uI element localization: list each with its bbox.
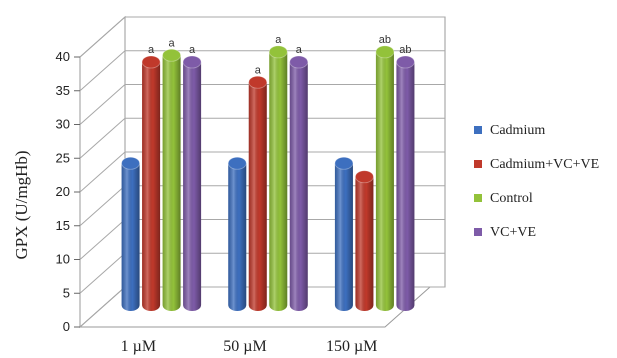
bar [227, 156, 247, 311]
legend-swatch [474, 228, 482, 236]
bar-top [375, 45, 395, 59]
bar [248, 75, 268, 311]
bar-shade [183, 62, 202, 311]
y-tick-label: 10 [56, 252, 70, 267]
bar-top [227, 156, 247, 170]
bar-shade [396, 62, 415, 311]
bar [141, 55, 161, 311]
bar [355, 170, 374, 311]
legend-label: Control [490, 191, 533, 206]
bar [289, 55, 309, 311]
bar [396, 55, 415, 311]
bar-top [289, 55, 309, 69]
bar-top [248, 75, 268, 89]
y-axis-ticks: 0 5 10 15 20 25 30 35 40 [56, 49, 70, 334]
legend-item: Cadmium [474, 123, 545, 138]
bar-shade [142, 62, 161, 311]
data-label: a [275, 34, 282, 46]
bar [268, 45, 288, 311]
y-tick-label: 30 [56, 117, 70, 132]
legend-swatch [474, 160, 482, 168]
y-tick-label: 5 [63, 285, 70, 300]
gridline [79, 16, 445, 58]
legend-label: Cadmium [490, 123, 545, 138]
legend-item: VC+VE [474, 225, 536, 240]
legend: Cadmium Cadmium+VC+VE Control VC+VE [474, 123, 599, 240]
bar-top [334, 156, 354, 170]
bar [121, 156, 140, 311]
bar-shade [121, 163, 140, 311]
gridline [79, 84, 445, 125]
bar-top [182, 55, 202, 69]
bar-top [268, 45, 288, 59]
category-label: 1 µM [121, 338, 156, 355]
legend-swatch [474, 126, 482, 134]
bar-top [141, 55, 161, 69]
data-label: a [255, 64, 262, 76]
legend-label: VC+VE [490, 225, 536, 240]
gridline [79, 50, 445, 92]
data-label: a [148, 44, 155, 56]
bar-shade [375, 51, 394, 311]
category-label: 150 µM [326, 338, 377, 355]
bar-shade [248, 82, 267, 311]
legend-label: Cadmium+VC+VE [490, 157, 599, 172]
bar-shade [334, 163, 353, 311]
gridline [79, 117, 445, 159]
data-label: ab [379, 34, 391, 46]
y-tick-label: 0 [63, 319, 70, 334]
data-label: a [296, 44, 303, 56]
bar-shade [162, 55, 181, 311]
bar-shade [355, 176, 374, 311]
y-tick-label: 20 [56, 184, 70, 199]
bar-top [355, 170, 374, 184]
bar-top [121, 156, 140, 170]
bar [162, 48, 181, 311]
y-tick-label: 15 [56, 218, 70, 233]
bar [375, 45, 395, 311]
bar [182, 55, 202, 311]
legend-item: Cadmium+VC+VE [474, 157, 599, 172]
legend-swatch [474, 194, 482, 202]
gridline [79, 151, 445, 193]
y-tick-label: 40 [56, 49, 70, 64]
data-label: a [169, 37, 176, 49]
bar [334, 156, 354, 311]
data-label: a [189, 44, 196, 56]
bar-top [162, 48, 181, 62]
bar-shade [228, 163, 247, 311]
bar-shade [269, 51, 288, 311]
data-label: ab [399, 44, 411, 56]
bar-top [396, 55, 415, 69]
bars [121, 45, 415, 311]
bar-shade [289, 62, 308, 311]
y-axis-label: GPX (U/mgHb) [12, 150, 31, 259]
category-label: 50 µM [223, 338, 266, 355]
legend-item: Control [474, 191, 533, 206]
y-tick-label: 25 [56, 150, 70, 165]
x-axis-categories: 1 µM 50 µM 150 µM [121, 338, 378, 355]
y-tick-label: 35 [56, 83, 70, 98]
